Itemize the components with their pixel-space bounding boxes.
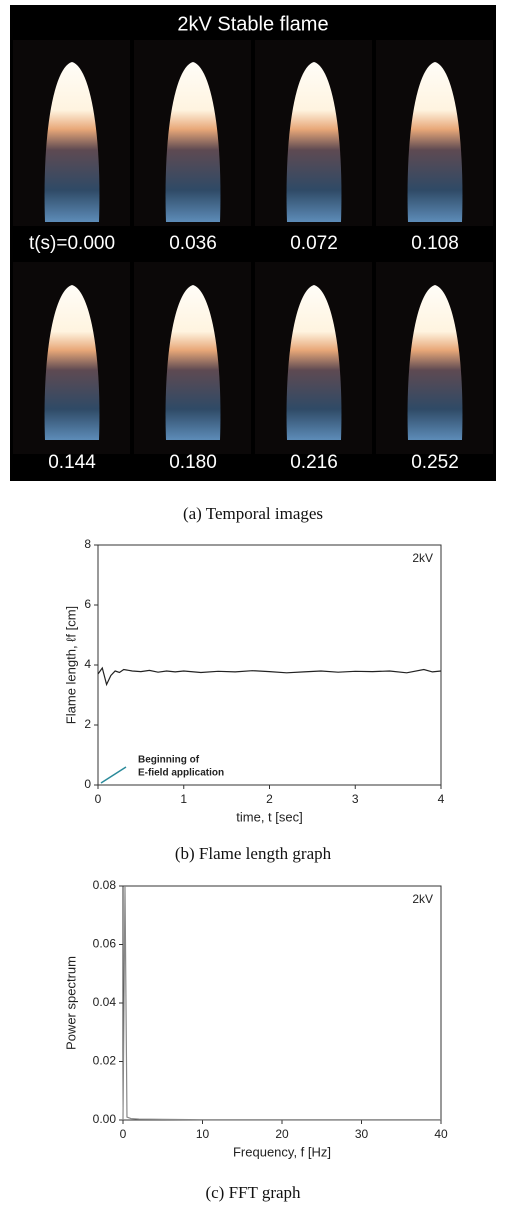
x-tick-label: 20 bbox=[275, 1127, 289, 1141]
x-tick-label: 0 bbox=[95, 792, 102, 806]
x-tick-label: 0 bbox=[120, 1127, 127, 1141]
y-tick-label: 0.00 bbox=[93, 1112, 117, 1126]
x-tick-label: 10 bbox=[196, 1127, 210, 1141]
flame bbox=[44, 62, 100, 222]
panel-title: 2kV Stable flame bbox=[177, 13, 328, 35]
flame bbox=[286, 62, 342, 222]
flame bbox=[407, 285, 463, 440]
x-tick-label: 40 bbox=[434, 1127, 448, 1141]
x-tick-label: 2 bbox=[266, 792, 273, 806]
flame bbox=[407, 62, 463, 222]
y-axis-label: Power spectrum bbox=[63, 956, 78, 1050]
flame bbox=[165, 285, 221, 440]
data-line bbox=[97, 666, 442, 687]
y-tick-label: 2 bbox=[84, 717, 91, 731]
x-tick-label: 30 bbox=[355, 1127, 369, 1141]
plot-frame bbox=[122, 885, 442, 1121]
caption: (a) Temporal images bbox=[183, 504, 323, 523]
annotation: 2kV bbox=[412, 551, 433, 565]
time-label: 0.180 bbox=[169, 452, 217, 473]
x-tick-label: 3 bbox=[352, 792, 359, 806]
note: Beginning of bbox=[138, 755, 200, 766]
y-tick-label: 0.06 bbox=[93, 937, 117, 951]
x-axis-label: time, t [sec] bbox=[236, 809, 302, 824]
y-tick-label: 6 bbox=[84, 597, 91, 611]
caption: (b) Flame length graph bbox=[175, 844, 332, 863]
y-axis-label: Flame length, ℓf [cm] bbox=[63, 606, 78, 724]
note: E-field application bbox=[138, 768, 224, 779]
y-tick-label: 8 bbox=[84, 537, 91, 551]
time-label: 0.108 bbox=[411, 233, 459, 254]
x-tick-label: 1 bbox=[180, 792, 187, 806]
time-label: t(s)=0.000 bbox=[29, 233, 115, 254]
y-tick-label: 0.02 bbox=[93, 1054, 117, 1068]
flame bbox=[286, 285, 342, 440]
plot-frame bbox=[97, 544, 442, 786]
time-label: 0.144 bbox=[48, 452, 96, 473]
note-arrow bbox=[100, 766, 127, 784]
time-label: 0.252 bbox=[411, 452, 459, 473]
flame bbox=[44, 285, 100, 440]
x-tick-label: 4 bbox=[438, 792, 445, 806]
time-label: 0.072 bbox=[290, 233, 338, 254]
caption: (c) FFT graph bbox=[205, 1183, 301, 1202]
y-tick-label: 0.08 bbox=[93, 878, 117, 892]
time-label: 0.036 bbox=[169, 233, 217, 254]
time-label: 0.216 bbox=[290, 452, 338, 473]
flame bbox=[165, 62, 221, 222]
y-tick-label: 0 bbox=[84, 777, 91, 791]
x-axis-label: Frequency, f [Hz] bbox=[233, 1144, 331, 1159]
y-tick-label: 0.04 bbox=[93, 995, 117, 1009]
annotation: 2kV bbox=[412, 892, 433, 906]
y-tick-label: 4 bbox=[84, 657, 91, 671]
data-line bbox=[122, 885, 441, 1121]
